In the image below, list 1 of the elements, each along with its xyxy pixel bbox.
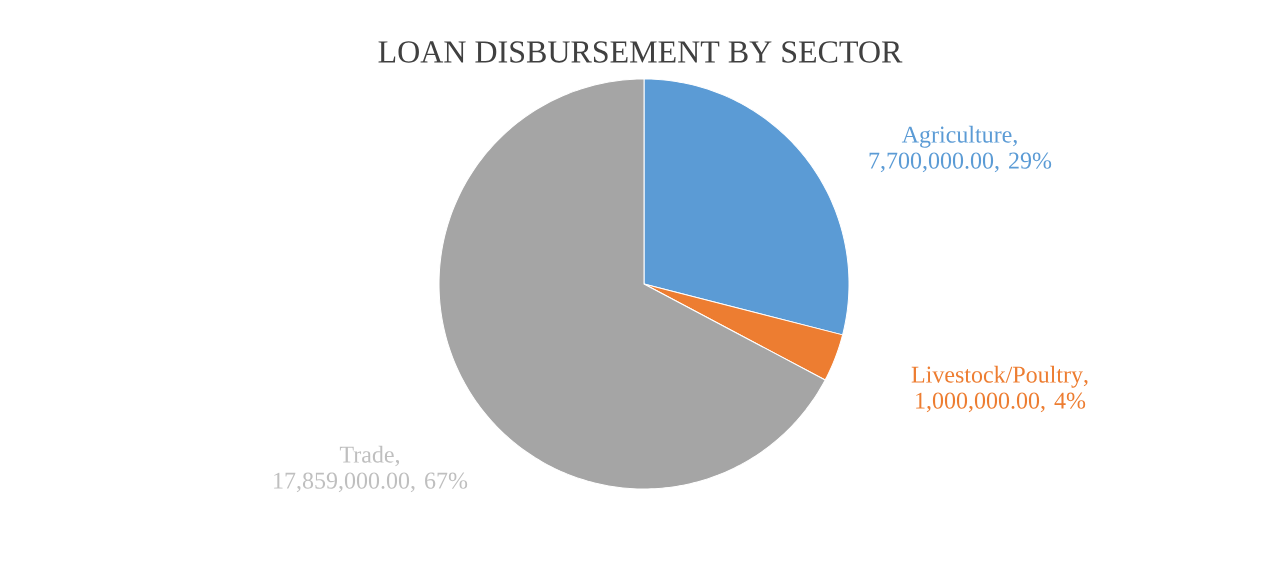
chart-title: LOAN DISBURSEMENT BY SECTOR — [378, 41, 903, 63]
